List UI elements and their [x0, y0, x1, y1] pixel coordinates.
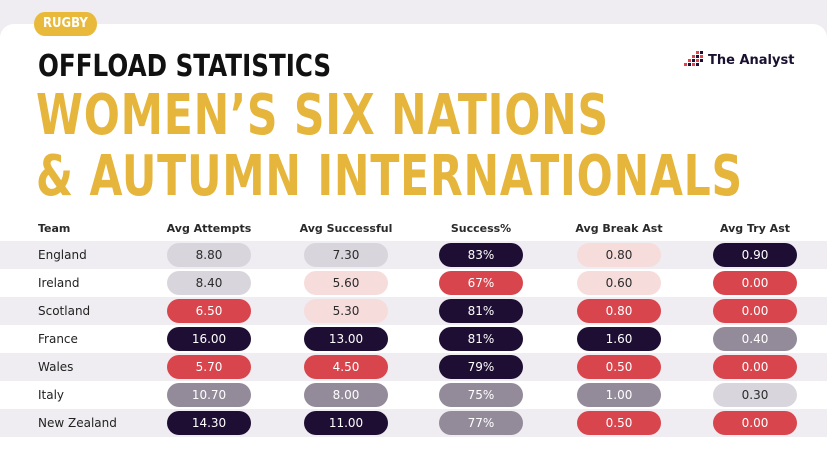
header-avg-attempts: Avg Attempts — [166, 222, 252, 235]
value-pill: 0.80 — [577, 299, 661, 323]
value-pill: 0.90 — [713, 243, 797, 267]
team-name: Scotland — [38, 304, 91, 318]
value-pill: 0.50 — [577, 411, 661, 435]
chart-title-line-1: WOMEN’S SIX NATIONS — [36, 83, 609, 148]
value-pill: 0.40 — [713, 327, 797, 351]
table-row: England 8.80 7.30 83% 0.80 0.90 — [0, 241, 827, 269]
header-team: Team — [38, 222, 71, 235]
header-success: Success% — [450, 222, 512, 235]
value-pill: 0.30 — [713, 383, 797, 407]
value-pill: 8.80 — [167, 243, 251, 267]
value-pill: 77% — [439, 411, 523, 435]
value-pill: 81% — [439, 327, 523, 351]
table-row: Scotland 6.50 5.30 81% 0.80 0.00 — [0, 297, 827, 325]
value-pill: 13.00 — [304, 327, 388, 351]
team-name: Ireland — [38, 276, 80, 290]
value-pill: 1.60 — [577, 327, 661, 351]
team-name: England — [38, 248, 87, 262]
category-tag: RUGBY — [34, 12, 97, 36]
value-pill: 0.00 — [713, 411, 797, 435]
value-pill: 0.00 — [713, 299, 797, 323]
table-row: New Zealand 14.30 11.00 77% 0.50 0.00 — [0, 409, 827, 437]
team-name: Italy — [38, 388, 65, 402]
the-analyst-logo: The Analyst — [684, 48, 794, 72]
value-pill: 5.30 — [304, 299, 388, 323]
value-pill: 0.80 — [577, 243, 661, 267]
value-pill: 67% — [439, 271, 523, 295]
value-pill: 5.70 — [167, 355, 251, 379]
value-pill: 75% — [439, 383, 523, 407]
team-name: Wales — [38, 360, 74, 374]
value-pill: 10.70 — [167, 383, 251, 407]
value-pill: 4.50 — [304, 355, 388, 379]
value-pill: 0.60 — [577, 271, 661, 295]
value-pill: 6.50 — [167, 299, 251, 323]
value-pill: 83% — [439, 243, 523, 267]
table-row: Italy 10.70 8.00 75% 1.00 0.30 — [0, 381, 827, 409]
value-pill: 8.40 — [167, 271, 251, 295]
header-avg-successful: Avg Successful — [299, 222, 393, 235]
value-pill: 79% — [439, 355, 523, 379]
value-pill: 0.50 — [577, 355, 661, 379]
table-row: Ireland 8.40 5.60 67% 0.60 0.00 — [0, 269, 827, 297]
value-pill: 0.00 — [713, 355, 797, 379]
team-name: France — [38, 332, 78, 346]
table-row: Wales 5.70 4.50 79% 0.50 0.00 — [0, 353, 827, 381]
header-avg-try-ast: Avg Try Ast — [719, 222, 791, 235]
value-pill: 11.00 — [304, 411, 388, 435]
logo-text: The Analyst — [708, 52, 795, 68]
header-avg-break-ast: Avg Break Ast — [575, 222, 663, 235]
value-pill: 1.00 — [577, 383, 661, 407]
team-name: New Zealand — [38, 416, 117, 430]
value-pill: 8.00 — [304, 383, 388, 407]
value-pill: 14.30 — [167, 411, 251, 435]
value-pill: 81% — [439, 299, 523, 323]
value-pill: 0.00 — [713, 271, 797, 295]
value-pill: 5.60 — [304, 271, 388, 295]
analyst-logo-icon — [684, 51, 703, 66]
chart-title-line-2: & AUTUMN INTERNATIONALS — [36, 144, 743, 209]
table-row: France 16.00 13.00 81% 1.60 0.40 — [0, 325, 827, 353]
value-pill: 16.00 — [167, 327, 251, 351]
value-pill: 7.30 — [304, 243, 388, 267]
chart-subtitle: OFFLOAD STATISTICS — [38, 49, 332, 84]
